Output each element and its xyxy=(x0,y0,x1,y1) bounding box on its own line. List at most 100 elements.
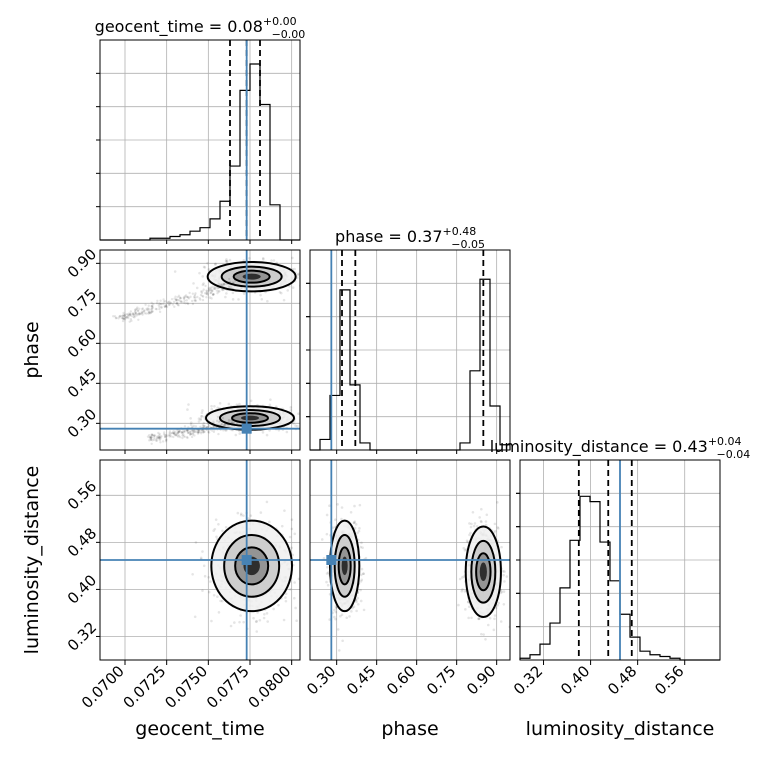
tail-sample-point xyxy=(129,310,133,313)
tail-sample-point xyxy=(180,300,183,304)
tail-sample-point xyxy=(134,311,138,315)
sample-point xyxy=(284,599,288,603)
sample-point xyxy=(268,429,271,432)
sample-point xyxy=(290,546,293,550)
tail-sample-point xyxy=(183,296,186,299)
sample-point xyxy=(297,412,300,416)
sample-point xyxy=(217,289,221,293)
tail-sample-point xyxy=(227,422,230,426)
sample-point xyxy=(261,257,265,260)
tail-sample-point xyxy=(113,315,117,318)
sample-point xyxy=(231,291,235,295)
sample-point xyxy=(205,289,209,293)
tail-sample-point xyxy=(218,425,222,428)
sample-point xyxy=(200,414,203,418)
sample-point xyxy=(198,271,201,275)
tail-sample-point xyxy=(151,306,154,309)
tail-sample-point xyxy=(202,425,205,428)
tail-sample-point xyxy=(125,316,129,319)
tail-sample-point xyxy=(173,432,176,435)
sample-point xyxy=(466,540,470,544)
y-tick-label: 0.45 xyxy=(64,365,100,401)
sample-point xyxy=(497,527,500,530)
tail-sample-point xyxy=(228,277,231,281)
sample-point xyxy=(461,588,464,591)
tail-sample-point xyxy=(191,429,194,433)
sample-point xyxy=(282,618,286,622)
sample-point xyxy=(225,258,228,261)
sample-point xyxy=(340,613,344,617)
sample-point xyxy=(302,413,305,416)
tail-sample-point xyxy=(137,309,140,312)
sample-point xyxy=(462,575,466,578)
tail-sample-point xyxy=(203,430,206,434)
tail-sample-point xyxy=(231,419,234,422)
sample-point xyxy=(314,412,317,415)
tail-sample-point xyxy=(173,305,176,308)
tail-sample-point xyxy=(230,422,233,425)
sample-point xyxy=(460,576,464,579)
tail-sample-point xyxy=(228,425,231,428)
tail-sample-point xyxy=(204,284,207,288)
panel-frame xyxy=(309,459,511,661)
tail-sample-point xyxy=(172,431,175,435)
tail-sample-point xyxy=(215,289,219,292)
sample-point xyxy=(325,532,329,536)
sample-point xyxy=(220,599,224,603)
tail-sample-point xyxy=(222,429,225,432)
sample-point xyxy=(225,260,228,263)
sample-point xyxy=(252,616,255,620)
tail-sample-point xyxy=(149,311,152,315)
sample-point xyxy=(289,406,293,409)
tail-sample-point xyxy=(208,289,212,292)
sample-point xyxy=(306,272,309,275)
tail-sample-point xyxy=(220,423,223,426)
title-upper-error: +0.04 xyxy=(708,435,742,448)
tail-sample-point xyxy=(201,298,205,302)
tail-sample-point xyxy=(159,299,162,302)
tail-sample-point xyxy=(176,299,179,302)
tail-sample-point xyxy=(122,311,125,315)
tail-sample-point xyxy=(160,306,163,310)
sample-point xyxy=(470,522,473,526)
tail-sample-point xyxy=(209,291,213,295)
tail-sample-point xyxy=(148,439,151,442)
sample-point xyxy=(217,522,220,526)
tail-sample-point xyxy=(165,305,169,309)
tail-sample-point xyxy=(159,436,162,439)
sample-point xyxy=(297,577,300,581)
sample-point xyxy=(469,525,473,529)
tail-sample-point xyxy=(133,308,137,311)
tail-sample-point xyxy=(149,436,153,439)
tail-sample-point xyxy=(230,424,234,427)
tail-sample-point xyxy=(197,431,200,434)
tail-sample-point xyxy=(196,432,200,435)
sample-point xyxy=(255,630,259,633)
sample-point xyxy=(201,423,205,427)
tail-sample-point xyxy=(150,304,153,308)
sample-point xyxy=(295,619,298,623)
tail-sample-point xyxy=(193,429,196,432)
y-tick-label: 0.48 xyxy=(64,524,100,560)
tail-sample-point xyxy=(201,290,204,293)
tail-sample-point xyxy=(186,429,189,433)
tail-sample-point xyxy=(213,285,217,288)
x-tick-label: 0.0750 xyxy=(161,662,211,712)
contour-level-3 xyxy=(231,412,269,424)
sample-point xyxy=(238,432,242,435)
tail-sample-point xyxy=(158,307,161,311)
tail-sample-point xyxy=(189,295,192,299)
tail-sample-point xyxy=(210,429,214,432)
tail-sample-point xyxy=(157,304,161,307)
sample-point xyxy=(479,519,483,523)
tail-sample-point xyxy=(175,432,178,435)
tail-sample-point xyxy=(146,307,149,310)
tail-sample-point xyxy=(153,436,156,440)
tail-sample-point xyxy=(222,288,225,292)
tail-sample-point xyxy=(182,430,186,434)
tail-sample-point xyxy=(182,433,185,436)
hist-panel-phase: phase = 0.37+0.48 −0.05 xyxy=(306,225,511,451)
sample-point xyxy=(224,295,227,299)
tail-sample-point xyxy=(199,432,203,435)
density-level xyxy=(479,562,487,582)
